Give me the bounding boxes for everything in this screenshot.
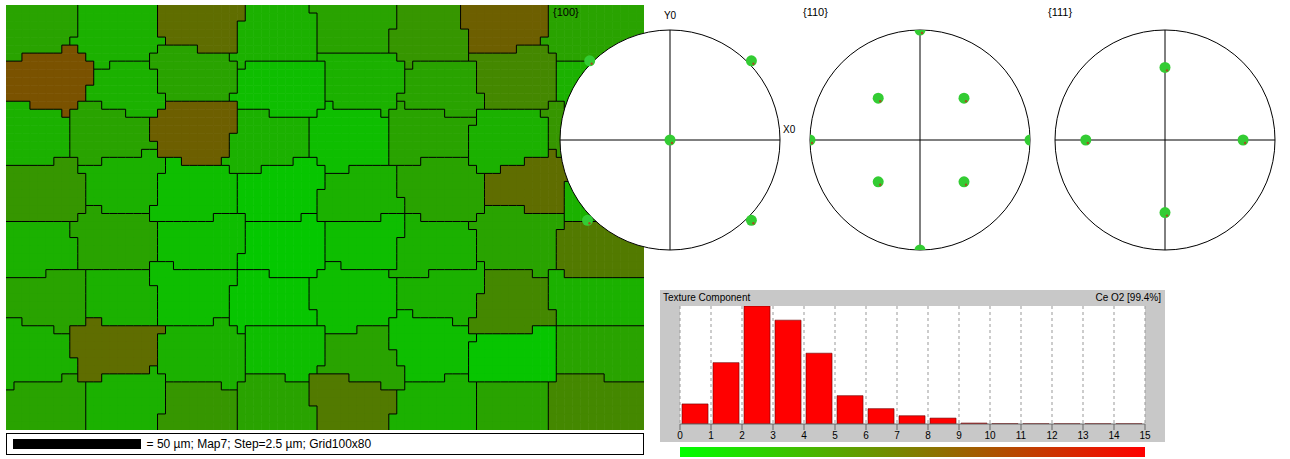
- svg-text:6: 6: [863, 430, 869, 441]
- svg-text:11: 11: [1016, 430, 1027, 441]
- svg-text:4: 4: [801, 430, 807, 441]
- html-text:X0: X0: [783, 124, 796, 135]
- svg-text:0: 0: [677, 430, 683, 441]
- svg-text:1: 1: [708, 430, 714, 441]
- svg-text:13: 13: [1077, 430, 1089, 441]
- svg-text:9: 9: [956, 430, 962, 441]
- html-text:{100}: {100}: [553, 6, 579, 18]
- svg-text:12: 12: [1046, 430, 1058, 441]
- html-text:Ce O2 [99.4%]: Ce O2 [99.4%]: [1095, 292, 1161, 303]
- svg-text:5: 5: [832, 430, 838, 441]
- svg-text:15: 15: [1139, 430, 1151, 441]
- html-text:{110}: {110}: [803, 6, 828, 18]
- html-text:Texture Component: Texture Component: [663, 292, 751, 303]
- html-text:Y0: Y0: [663, 10, 677, 21]
- html-text:{111}: {111}: [1048, 6, 1073, 18]
- html-text:= 50 µm; Map7; Step=2.5 µm; Gr: = 50 µm; Map7; Step=2.5 µm; Grid100x80: [146, 437, 372, 451]
- svg-text:2: 2: [739, 430, 745, 441]
- svg-text:8: 8: [925, 430, 931, 441]
- svg-text:3: 3: [770, 430, 776, 441]
- svg-text:10: 10: [984, 430, 996, 441]
- svg-text:14: 14: [1108, 430, 1120, 441]
- svg-text:7: 7: [894, 430, 900, 441]
